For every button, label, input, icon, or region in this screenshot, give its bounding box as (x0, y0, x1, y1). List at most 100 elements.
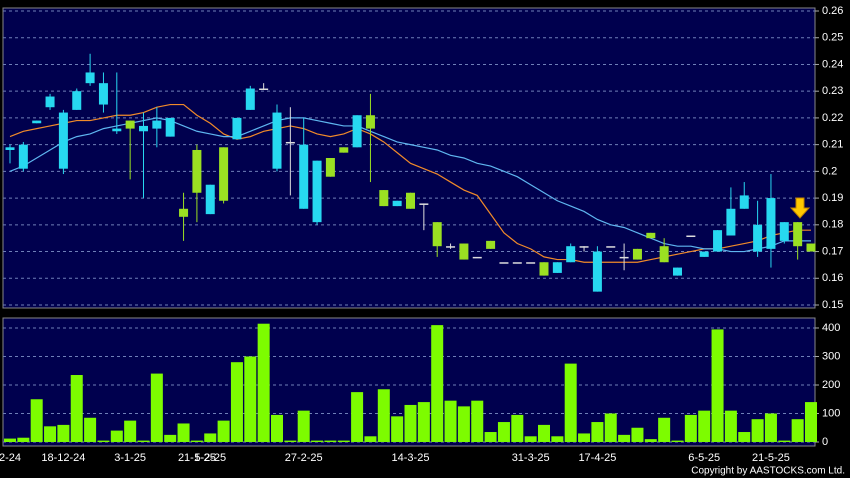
volume-bar (311, 440, 324, 442)
y-tick-label: 0.22 (822, 112, 843, 124)
volume-bar (791, 419, 804, 442)
x-tick-label: 3-1-25 (114, 452, 146, 464)
candle-body (85, 72, 95, 84)
candle-body (646, 232, 656, 239)
candle-body (446, 246, 456, 248)
volume-bar (671, 440, 684, 442)
y-tick-label: 0.17 (822, 245, 843, 257)
candle-body (726, 208, 736, 236)
volume-bar (190, 440, 203, 442)
candle-body (152, 120, 162, 129)
volume-bar (724, 410, 737, 442)
candle-body (325, 158, 335, 177)
candle-body (45, 96, 55, 108)
y-tick-label: 0.21 (822, 139, 843, 151)
volume-bar (110, 430, 123, 442)
candle-body (713, 230, 723, 252)
volume-bar (97, 440, 110, 442)
volume-bar (431, 325, 444, 442)
candle-body (272, 112, 282, 169)
x-tick-label: 14-3-25 (392, 452, 430, 464)
x-tick-label: 2-24 (0, 452, 21, 464)
y-tick-label: 0 (822, 436, 828, 448)
y-tick-label: 300 (822, 350, 840, 362)
y-tick-label: 0.25 (822, 32, 843, 44)
volume-bar (764, 413, 777, 442)
volume-bar (271, 414, 283, 442)
candle-body (472, 256, 482, 259)
candle-body (699, 251, 709, 257)
volume-bar (711, 329, 724, 442)
candle-body (406, 192, 415, 209)
volume-bar (658, 417, 671, 442)
volume-bar (457, 406, 470, 442)
candle-body (499, 262, 509, 264)
volume-bar (591, 422, 604, 442)
volume-bar (751, 419, 764, 442)
candle-body (673, 267, 682, 276)
x-tick-label: 21-1-25 (178, 452, 216, 464)
candle-body (299, 144, 309, 209)
candle-body (592, 251, 602, 292)
y-tick-label: 0.15 (822, 299, 843, 311)
volume-bar (578, 433, 591, 442)
volume-bar (778, 440, 791, 442)
y-tick-label: 0.24 (822, 58, 843, 70)
volume-bar (805, 402, 817, 442)
candle-body (552, 262, 562, 273)
candle-body (379, 190, 389, 207)
volume-bar (538, 424, 550, 442)
x-tick-label: 27-2-25 (285, 452, 323, 464)
price-panel (2, 7, 816, 309)
candle-body (32, 120, 42, 124)
candle-body (806, 243, 816, 252)
candle-body (179, 208, 189, 217)
y-tick-label: 0.26 (822, 5, 843, 17)
volume-bar (204, 433, 217, 442)
x-tick-label: 31-3-25 (512, 452, 550, 464)
candle-body (365, 115, 375, 129)
candle-body (219, 147, 229, 201)
x-tick-label: 6-5-25 (688, 452, 720, 464)
volume-bar (30, 399, 43, 442)
volume-bar (257, 323, 270, 442)
volume-bar (217, 420, 230, 442)
candle-body (98, 83, 108, 105)
candle-body (18, 144, 28, 169)
arrow-marker (789, 197, 811, 219)
volume-bar (404, 404, 417, 442)
candle-body (686, 235, 696, 238)
candle-body (459, 243, 469, 260)
candle-body (205, 184, 215, 215)
volume-bar (471, 400, 484, 442)
candle-body (512, 262, 522, 264)
volume-bar (511, 414, 524, 442)
y-tick-label: 0.23 (822, 85, 843, 97)
candle-body (486, 240, 496, 249)
candle-body (232, 117, 242, 140)
volume-bar (17, 437, 30, 442)
candle-body (352, 115, 362, 148)
y-tick-label: 200 (822, 379, 840, 391)
volume-bar (497, 422, 510, 442)
candle-body (432, 222, 442, 247)
volume-bar (244, 356, 257, 442)
candle-body (112, 128, 122, 132)
y-tick-label: 100 (822, 407, 840, 419)
x-tick-label: 17-4-25 (578, 452, 616, 464)
volume-bar (564, 363, 577, 442)
candle-body (285, 141, 295, 144)
volume-bar (684, 414, 697, 442)
candle-body (793, 222, 803, 247)
volume-bar (604, 413, 617, 442)
volume-bar (137, 440, 150, 442)
volume-bar (70, 375, 83, 442)
volume-bar (164, 434, 177, 442)
volume-bar (618, 434, 631, 442)
volume-bar (177, 423, 190, 442)
volume-bar (484, 432, 497, 442)
x-tick-label: 21-5-25 (752, 452, 790, 464)
candle-body (312, 160, 322, 223)
volume-bar (364, 436, 377, 442)
